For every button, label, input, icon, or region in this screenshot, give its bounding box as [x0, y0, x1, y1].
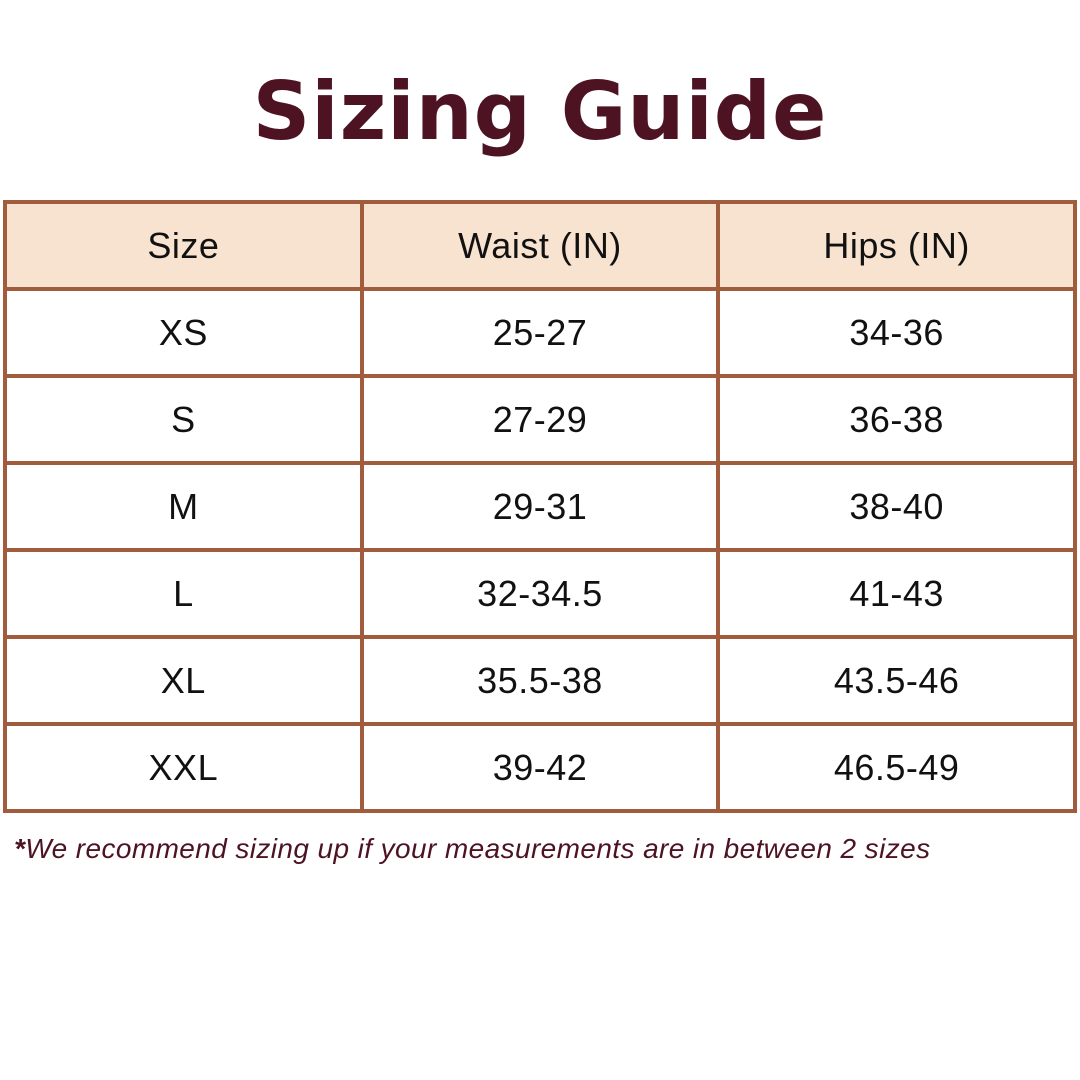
column-header-size: Size: [3, 200, 364, 291]
sizing-table: Size Waist (IN) Hips (IN) XS 25-27 34-36…: [3, 200, 1077, 813]
table-row: XXL 39-42 46.5-49: [3, 722, 1077, 813]
table-body: XS 25-27 34-36 S 27-29 36-38 M 29-31 38-…: [3, 287, 1077, 813]
footnote: *We recommend sizing up if your measurem…: [14, 833, 1080, 865]
sizing-guide-page: Sizing Guide Size Waist (IN) Hips (IN) X…: [0, 66, 1080, 1080]
cell-waist: 25-27: [359, 287, 721, 378]
cell-hips: 34-36: [716, 287, 1077, 378]
cell-hips: 41-43: [716, 548, 1077, 639]
cell-waist: 35.5-38: [359, 635, 721, 726]
cell-size: L: [3, 548, 364, 639]
footnote-asterisk: *: [14, 833, 26, 864]
cell-hips: 38-40: [716, 461, 1077, 552]
cell-size: M: [3, 461, 364, 552]
cell-waist: 29-31: [359, 461, 721, 552]
cell-size: XXL: [3, 722, 364, 813]
cell-size: XS: [3, 287, 364, 378]
footnote-text: We recommend sizing up if your measureme…: [25, 833, 931, 864]
cell-hips: 36-38: [716, 374, 1077, 465]
cell-waist: 27-29: [359, 374, 721, 465]
column-header-hips: Hips (IN): [716, 200, 1077, 291]
cell-waist: 32-34.5: [359, 548, 721, 639]
cell-size: XL: [3, 635, 364, 726]
header-row: Size Waist (IN) Hips (IN): [3, 200, 1077, 291]
table-row: S 27-29 36-38: [3, 374, 1077, 465]
cell-hips: 46.5-49: [716, 722, 1077, 813]
cell-hips: 43.5-46: [716, 635, 1077, 726]
column-header-waist: Waist (IN): [359, 200, 721, 291]
cell-size: S: [3, 374, 364, 465]
table-row: L 32-34.5 41-43: [3, 548, 1077, 639]
table-row: XL 35.5-38 43.5-46: [3, 635, 1077, 726]
table-row: XS 25-27 34-36: [3, 287, 1077, 378]
page-title: Sizing Guide: [252, 65, 828, 158]
table-row: M 29-31 38-40: [3, 461, 1077, 552]
cell-waist: 39-42: [359, 722, 721, 813]
table-header: Size Waist (IN) Hips (IN): [3, 200, 1077, 291]
